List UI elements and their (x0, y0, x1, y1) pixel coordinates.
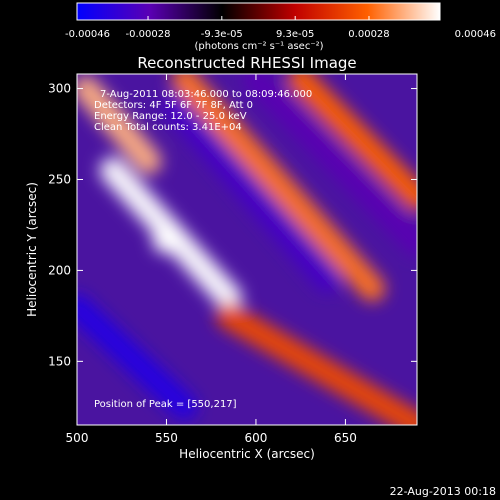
dark-ridge (242, 74, 417, 257)
annotation-line: Energy Range: 12.0 - 25.0 keV (94, 111, 247, 122)
y-axis-ticks: 150 200 250 300 (48, 82, 417, 368)
footer-date: 22-Aug-2013 00:18 (390, 485, 496, 498)
heatmap-plot-area (77, 74, 417, 425)
x-tick-label: 500 (66, 431, 89, 445)
colorbar-tick-label: 0.00046 (455, 29, 496, 40)
colorbar-tick-label: -0.00028 (126, 29, 171, 40)
dark-ridge (77, 293, 198, 420)
annotation-line: 7-Aug-2011 08:03:46.000 to 08:09:46.000 (100, 89, 312, 100)
intensity-ridges (77, 74, 417, 425)
colorbar-unit-label: (photons cm⁻² s⁻¹ asec⁻²) (194, 41, 323, 52)
x-tick-label: 600 (244, 431, 267, 445)
bright-ridge (171, 74, 386, 302)
x-tick-label: 650 (334, 431, 357, 445)
bright-ridge (216, 302, 417, 425)
y-tick-label: 300 (48, 82, 71, 96)
annotation-line: Detectors: 4F 5F 6F 7F 8F, Att 0 (94, 100, 253, 111)
y-axis-label: Heliocentric Y (arcsec) (25, 182, 39, 317)
y-tick-label: 250 (48, 172, 71, 186)
colorbar-tick-label: -0.00046 (65, 29, 110, 40)
colorbar-tick-label: -9.3e-05 (201, 29, 243, 40)
peak-position-label: Position of Peak = [550,217] (94, 399, 237, 410)
x-axis-ticks: 500 550 600 650 (66, 74, 357, 445)
x-tick-label: 550 (155, 431, 178, 445)
y-tick-label: 200 (48, 263, 71, 277)
colorbar-ticks: -0.00046 -0.00028 -9.3e-05 9.3e-05 0.00028 0.… (65, 16, 496, 40)
observation-annotations: 7-Aug-2011 08:03:46.000 to 08:09:46.000D… (94, 89, 312, 133)
bright-ridge (287, 74, 417, 211)
annotation-line: Clean Total counts: 3.41E+04 (94, 122, 242, 133)
peak-marker (152, 225, 181, 254)
colorbar-tick-label: 9.3e-05 (276, 29, 314, 40)
y-tick-label: 150 (48, 354, 71, 368)
x-axis-label: Heliocentric X (arcsec) (179, 447, 315, 461)
colorbar (76, 2, 441, 21)
chart-title: Reconstructed RHESSI Image (137, 54, 356, 72)
dark-ridge (162, 93, 341, 293)
bright-ridge (77, 75, 162, 175)
colorbar-tick-label: 0.00028 (348, 29, 389, 40)
plot-frame (76, 73, 418, 426)
